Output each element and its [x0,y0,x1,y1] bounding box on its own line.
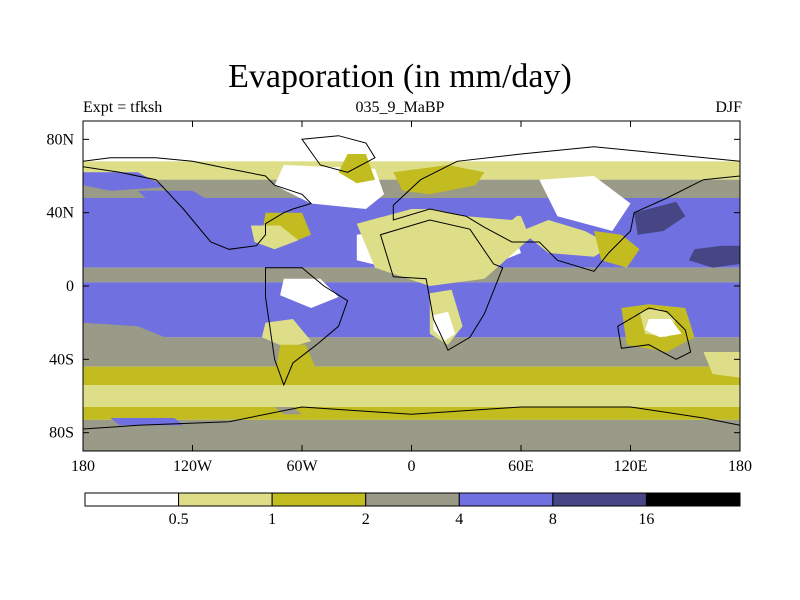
x-tick-label-1: 120W [173,458,213,475]
colorbar-swatch-6 [645,492,741,507]
colorbar-swatch-1 [178,492,273,507]
axis-layer: 180 120W 60W 0 60E 120E 180 80N 40N 0 40S 80S [46,121,752,475]
colorbar-swatch-2 [271,492,367,507]
x-tick-label-4: 60E [508,458,534,475]
contour-fill-layer [83,121,740,451]
evaporation-patch-14 [433,311,456,341]
evaporation-patch-12 [276,344,317,382]
coastline-greenland [301,135,376,173]
colorbar-swatch-3 [365,492,460,507]
colorbar-swatch-4 [458,492,554,507]
colorbar-label-0: 0.5 [169,511,189,528]
x-tick-label-2: 60W [286,458,318,475]
evaporation-patch-20 [688,245,740,268]
y-tick-label-2: 0 [66,278,74,295]
evaporation-patch-16 [521,220,613,257]
coastline-north-america [83,157,313,250]
coastline-south-america [265,267,349,387]
evaporation-patch-5 [338,154,375,184]
evaporation-band-7 [83,366,740,385]
y-tick-label-1: 40N [46,205,74,222]
evaporation-patch-19 [634,201,686,235]
y-tick-label-0: 80N [46,131,74,148]
evaporation-patch-15 [539,176,631,231]
y-tick-label-4: 80S [49,425,74,442]
evaporation-patch-11 [261,319,312,349]
chart-title: Evaporation (in mm/day) [228,58,572,95]
evaporation-patch-26 [110,418,184,426]
experiment-label: Expt = tfksh [83,99,163,116]
evaporation-patch-4 [250,225,299,250]
evaporation-patch-9 [393,165,485,195]
x-tick-label-0: 180 [71,458,95,475]
period-label: 035_9_MaBP [355,99,445,116]
evaporation-patch-8 [429,198,521,220]
x-tick-label-5: 120E [614,458,648,475]
y-tick-label-3: 40S [49,351,74,368]
colorbar-swatch-5 [552,492,647,507]
colorbar-label-3: 4 [455,511,463,528]
evaporation-patch-1 [137,190,266,239]
colorbar-label-2: 2 [362,511,370,528]
coastline-layer [83,135,740,451]
coastline-australia [617,307,692,360]
coastline-africa [379,219,504,351]
evaporation-band-8 [83,385,740,407]
colorbar-label-1: 1 [268,511,276,528]
evaporation-patch-17 [594,231,640,268]
colorbar-label-5: 16 [638,511,654,528]
colorbar-label-4: 8 [549,511,557,528]
evaporation-patch-25 [83,322,175,356]
evaporation-band-0 [83,121,740,162]
coastline-antarctica [83,406,740,451]
colorbar: 0.5 1 2 4 8 16 [84,492,741,528]
evaporation-band-9 [83,407,740,420]
evaporation-patch-23 [645,319,682,338]
colorbar-swatch-0 [84,492,180,507]
x-tick-label-3: 0 [408,458,416,475]
season-label: DJF [715,99,742,116]
evaporation-patch-24 [703,352,740,378]
x-tick-label-6: 180 [728,458,752,475]
coastline-eurasia [392,146,740,272]
